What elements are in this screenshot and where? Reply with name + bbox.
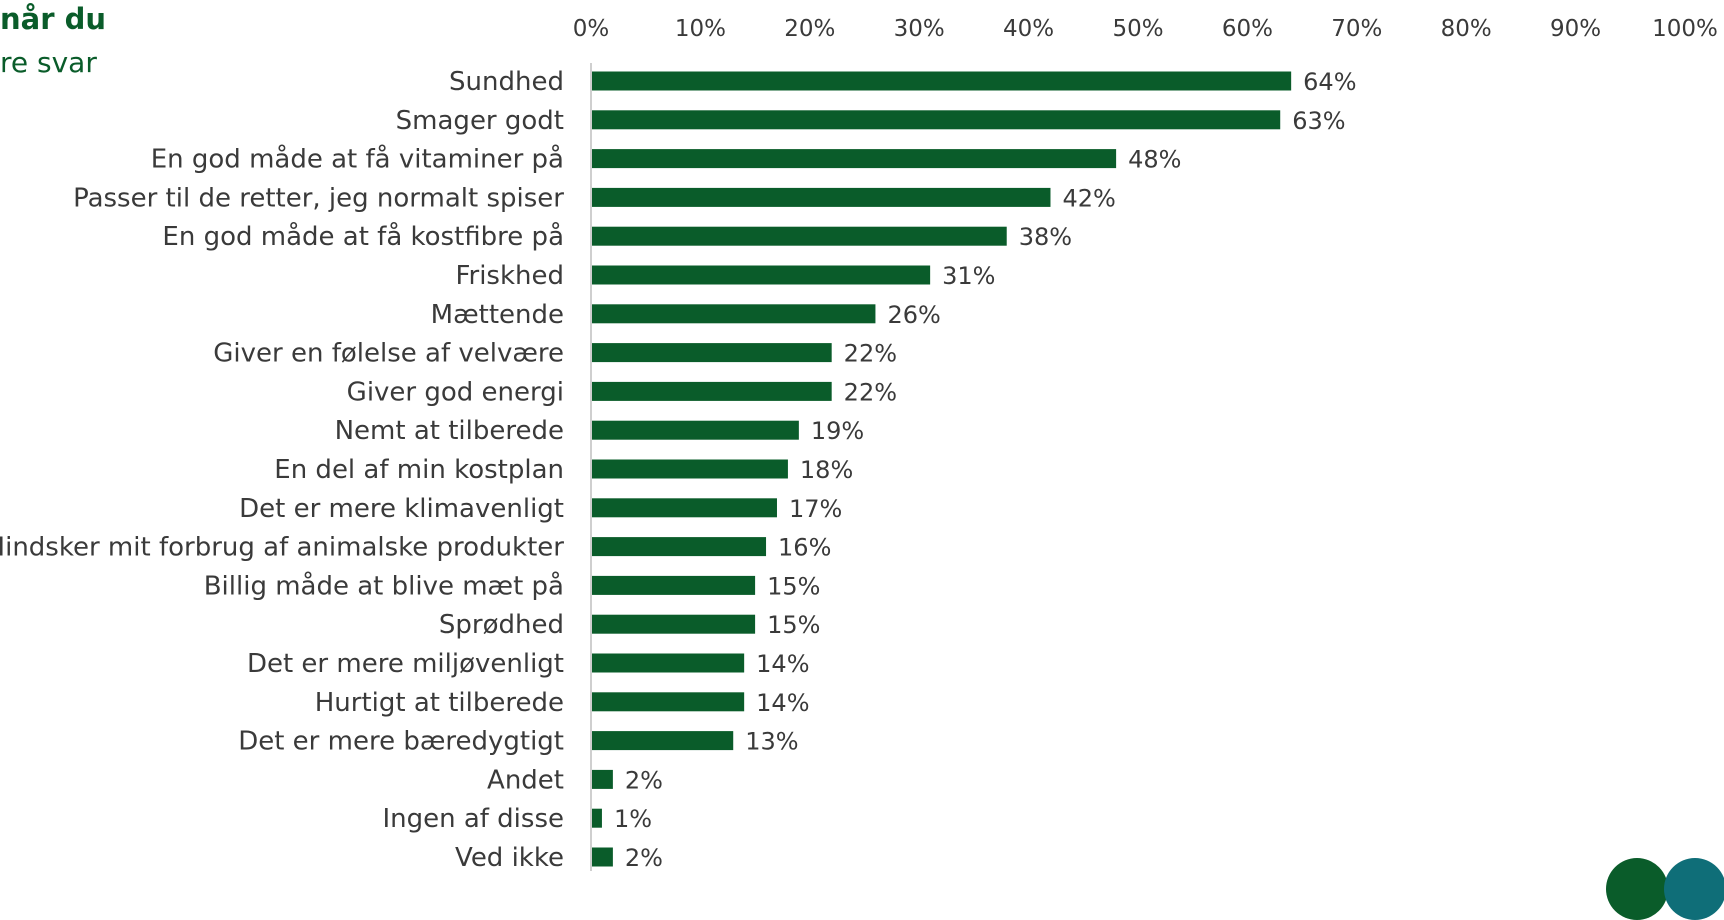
chart-title: når du <box>0 2 107 36</box>
section-badge-icon <box>1664 858 1724 920</box>
data-label: 48% <box>1128 146 1181 174</box>
data-label: 16% <box>778 534 831 562</box>
bar <box>592 537 767 557</box>
category-label: Det er mere bæredygtigt <box>238 727 564 757</box>
bar <box>592 692 745 712</box>
category-label: Det er mere klimavenligt <box>239 494 564 524</box>
x-tick-label: 30% <box>894 16 945 42</box>
data-label: 19% <box>811 417 864 445</box>
data-label: 2% <box>625 844 663 871</box>
bar <box>592 110 1281 130</box>
category-label: Passer til de retter, jeg normalt spiser <box>73 183 564 213</box>
bar <box>592 420 799 440</box>
data-label: 2% <box>625 766 663 794</box>
data-label: 13% <box>745 728 798 756</box>
data-label: 18% <box>800 456 853 484</box>
category-label: Giver en følelse af velvære <box>213 339 564 369</box>
x-tick-label: 0% <box>573 16 610 42</box>
data-label: 31% <box>942 262 995 290</box>
x-tick-label: 40% <box>1003 16 1054 42</box>
data-label: 15% <box>767 611 820 639</box>
bar <box>592 808 602 828</box>
bar <box>592 71 1292 91</box>
x-tick-label: 10% <box>675 16 726 42</box>
category-label: Mindsker mit forbrug af animalske produk… <box>0 533 564 563</box>
category-label: En del af min kostplan <box>274 455 564 485</box>
x-tick-label: 80% <box>1441 16 1492 42</box>
data-label: 26% <box>887 301 940 329</box>
bar <box>592 381 832 401</box>
category-label: Giver god energi <box>347 377 564 407</box>
data-label: 63% <box>1292 107 1345 135</box>
category-label: En god måde at få kostfibre på <box>162 221 564 252</box>
data-label: 64% <box>1303 68 1356 96</box>
category-label: Smager godt <box>396 106 564 136</box>
data-label: 1% <box>614 805 652 833</box>
bar <box>592 459 788 479</box>
bar <box>592 498 777 518</box>
x-tick-label: 90% <box>1550 16 1601 42</box>
category-label: Mættende <box>431 300 564 330</box>
data-label: 38% <box>1019 223 1072 251</box>
category-label: Friskhed <box>455 261 564 291</box>
x-tick-label: 20% <box>784 16 835 42</box>
bar <box>592 731 734 751</box>
bar <box>592 304 876 324</box>
bar <box>592 343 832 363</box>
bar <box>592 653 745 673</box>
x-tick-label: 70% <box>1331 16 1382 42</box>
category-label: Hurtigt at tilberede <box>315 688 564 718</box>
category-label: Nemt at tilberede <box>335 416 564 446</box>
bar <box>592 847 613 867</box>
bar <box>592 575 756 595</box>
category-label: En god måde at få vitaminer på <box>151 144 564 175</box>
category-label: Billig måde at blive mæt på <box>204 570 564 601</box>
x-tick-label: 100% <box>1652 16 1718 42</box>
category-label: Ved ikke <box>455 843 564 871</box>
bar-chart: 0% 10% 20% 30% 40% 50% 60% 70% 80% 90% 100% Sundhed… <box>0 16 1718 871</box>
data-label: 42% <box>1062 184 1115 212</box>
category-label: Andet <box>487 765 564 795</box>
category-label: Det er mere miljøvenligt <box>247 649 564 679</box>
page-badge-icon <box>1606 858 1668 920</box>
chart-subtitle: re svar <box>0 46 97 79</box>
category-label: Sundhed <box>449 67 564 97</box>
data-label: 17% <box>789 495 842 523</box>
category-label: Sprødhed <box>439 610 564 640</box>
data-label: 15% <box>767 572 820 600</box>
x-tick-label: 60% <box>1222 16 1273 42</box>
category-label: Ingen af disse <box>382 804 564 834</box>
bar <box>592 226 1007 246</box>
bar <box>592 149 1117 169</box>
data-label: 22% <box>844 340 897 368</box>
bar <box>592 187 1051 207</box>
data-label: 14% <box>756 650 809 678</box>
x-tick-label: 50% <box>1112 16 1163 42</box>
data-label: 22% <box>844 378 897 406</box>
data-label: 14% <box>756 689 809 717</box>
bar <box>592 265 931 285</box>
bar <box>592 769 613 789</box>
bar <box>592 614 756 634</box>
